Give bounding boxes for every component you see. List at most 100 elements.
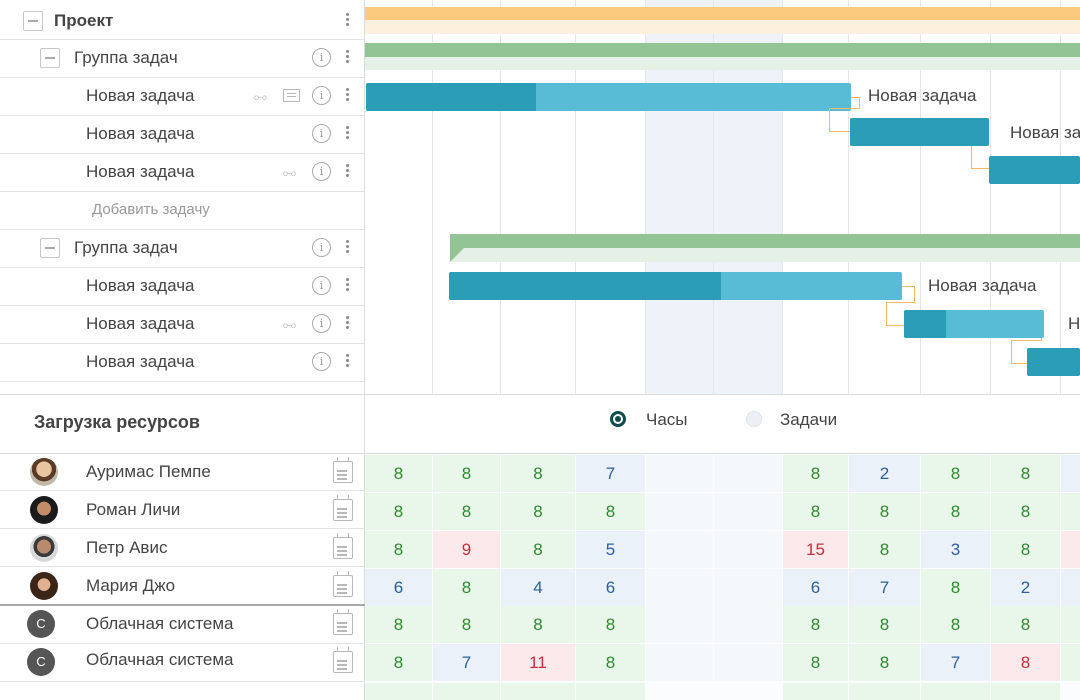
load-cell[interactable]: 8 <box>849 493 920 530</box>
load-cell[interactable]: 8 <box>921 455 990 492</box>
project-bar[interactable] <box>365 7 1080 20</box>
group-bar[interactable] <box>365 43 1080 57</box>
load-cell[interactable]: 8 <box>501 606 575 643</box>
load-cell[interactable]: 15 <box>783 531 848 568</box>
load-cell[interactable]: 11 <box>501 644 575 681</box>
info-icon[interactable]: i <box>312 162 331 181</box>
task-bar[interactable] <box>989 156 1080 184</box>
panel-divider[interactable] <box>364 0 365 700</box>
load-cell[interactable]: 8 <box>433 606 500 643</box>
load-cell[interactable]: 8 <box>783 455 848 492</box>
load-cell[interactable] <box>714 493 782 530</box>
load-cell[interactable]: 8 <box>849 606 920 643</box>
tree-row-task[interactable]: Новая задача i <box>0 267 364 305</box>
load-cell[interactable]: 8 <box>921 606 990 643</box>
load-cell[interactable]: 8 <box>576 606 645 643</box>
task-bar[interactable] <box>904 310 1044 338</box>
load-cell[interactable]: 8 <box>849 644 920 681</box>
comment-icon[interactable] <box>283 89 300 102</box>
more-menu-icon[interactable] <box>343 314 351 334</box>
info-icon[interactable]: i <box>312 314 331 333</box>
info-icon[interactable]: i <box>312 86 331 105</box>
load-cell[interactable]: 6 <box>365 569 432 606</box>
load-cell[interactable] <box>646 606 713 643</box>
info-icon[interactable]: i <box>312 352 331 371</box>
task-bar[interactable] <box>449 272 902 300</box>
load-cell[interactable]: 8 <box>991 644 1060 681</box>
load-cell[interactable] <box>646 644 713 681</box>
load-cell[interactable]: 8 <box>921 493 990 530</box>
group-bar[interactable] <box>450 234 1080 248</box>
info-icon[interactable]: i <box>312 276 331 295</box>
info-icon[interactable]: i <box>312 238 331 257</box>
load-cell[interactable] <box>1061 455 1080 492</box>
load-cell[interactable]: 7 <box>433 644 500 681</box>
info-icon[interactable]: i <box>312 124 331 143</box>
radio-tasks-label[interactable]: Задачи <box>780 410 838 429</box>
load-cell[interactable]: 8 <box>501 493 575 530</box>
load-cell[interactable] <box>1061 531 1080 568</box>
calendar-icon[interactable] <box>333 495 353 521</box>
load-cell[interactable]: 8 <box>991 606 1060 643</box>
load-cell[interactable] <box>1061 493 1080 530</box>
load-cell[interactable]: 2 <box>991 569 1060 606</box>
load-cell[interactable] <box>1061 606 1080 643</box>
attachment-icon[interactable]: ⧟ <box>254 89 268 104</box>
more-menu-icon[interactable] <box>343 238 351 258</box>
load-cell[interactable]: 5 <box>576 531 645 568</box>
tree-row-task[interactable]: Новая задача i <box>0 115 364 153</box>
gantt-chart[interactable]: Новая задача Новая задача Новая задача Н <box>365 0 1080 394</box>
task-bar[interactable] <box>366 83 851 111</box>
load-cell[interactable]: 8 <box>783 493 848 530</box>
add-task-row[interactable]: Добавить задачу <box>0 191 364 229</box>
tree-row-task[interactable]: Новая задача ⧟ i <box>0 153 364 191</box>
load-cell[interactable]: 8 <box>501 531 575 568</box>
load-cell[interactable]: 8 <box>365 644 432 681</box>
more-menu-icon[interactable] <box>343 276 351 296</box>
load-cell[interactable]: 8 <box>365 531 432 568</box>
more-menu-icon[interactable] <box>343 48 351 68</box>
more-menu-icon[interactable] <box>343 352 351 372</box>
load-cell[interactable] <box>646 531 713 568</box>
load-cell[interactable] <box>1061 569 1080 606</box>
load-cell[interactable]: 8 <box>576 644 645 681</box>
load-cell[interactable] <box>714 531 782 568</box>
radio-tasks[interactable] <box>746 411 762 427</box>
load-cell[interactable] <box>1061 644 1080 681</box>
add-task-link[interactable]: Добавить задачу <box>92 201 210 218</box>
radio-hours-label[interactable]: Часы <box>646 410 688 429</box>
tree-row-project[interactable]: Проект <box>0 2 364 40</box>
load-cell[interactable]: 8 <box>433 455 500 492</box>
more-menu-icon[interactable] <box>343 124 351 144</box>
more-menu-icon[interactable] <box>343 11 351 31</box>
load-cell[interactable]: 6 <box>783 569 848 606</box>
tree-row-group[interactable]: Группа задач i <box>0 39 364 77</box>
load-cell[interactable]: 4 <box>501 569 575 606</box>
load-cell[interactable]: 2 <box>849 455 920 492</box>
load-cell[interactable]: 8 <box>991 493 1060 530</box>
load-cell[interactable]: 8 <box>991 531 1060 568</box>
more-menu-icon[interactable] <box>343 162 351 182</box>
calendar-icon[interactable] <box>333 571 353 597</box>
tree-row-group[interactable]: Группа задач i <box>0 229 364 267</box>
collapse-group-icon[interactable] <box>40 48 60 68</box>
calendar-icon[interactable] <box>333 609 353 635</box>
load-cell[interactable]: 8 <box>991 455 1060 492</box>
task-bar[interactable] <box>850 118 989 146</box>
attachment-icon[interactable]: ⧟ <box>283 317 297 332</box>
load-cell[interactable]: 8 <box>365 493 432 530</box>
tree-row-task[interactable]: Новая задача ⧟ i <box>0 305 364 343</box>
attachment-icon[interactable]: ⧟ <box>283 165 297 180</box>
load-cell[interactable] <box>646 493 713 530</box>
load-cell[interactable] <box>714 455 782 492</box>
calendar-icon[interactable] <box>333 533 353 559</box>
task-bar[interactable] <box>1027 348 1080 376</box>
load-cell[interactable]: 3 <box>921 531 990 568</box>
load-cell[interactable]: 8 <box>783 606 848 643</box>
load-cell[interactable]: 7 <box>921 644 990 681</box>
load-cell[interactable]: 6 <box>576 569 645 606</box>
load-cell[interactable]: 8 <box>849 531 920 568</box>
load-cell[interactable] <box>646 455 713 492</box>
load-cell[interactable] <box>714 569 782 606</box>
radio-hours[interactable] <box>610 411 626 427</box>
